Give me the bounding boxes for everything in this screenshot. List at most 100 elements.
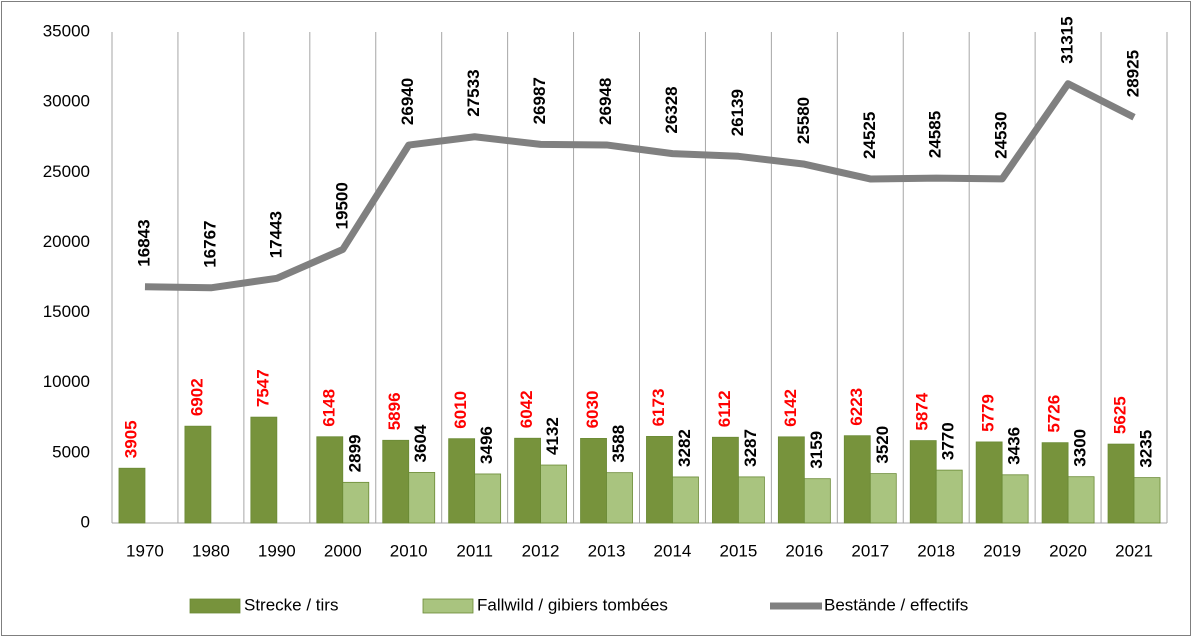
x-tick-label: 2015 [719,541,757,560]
data-label: 6148 [319,389,338,427]
legend-label: Fallwild / gibiers tombées [477,595,668,614]
bar [316,436,344,524]
y-tick-label: 20000 [43,232,90,251]
data-label: 4132 [543,417,562,455]
bar [738,476,765,524]
y-tick-label: 35000 [43,21,90,40]
data-label: 24525 [860,112,879,159]
legend-swatch [189,598,241,614]
bar [1001,474,1029,524]
bar [869,473,897,524]
data-label: 26328 [662,86,681,133]
data-label: 5896 [385,392,404,430]
bar [250,416,278,524]
bar [342,481,370,524]
data-label: 3520 [873,426,892,464]
data-label: 27533 [464,69,483,116]
bar [975,441,1003,524]
bar [540,464,567,524]
bar [448,438,476,524]
y-tick-label: 5000 [52,442,90,461]
legend-swatch [422,598,474,614]
y-tick-label: 25000 [43,162,90,181]
data-label: 6173 [649,389,668,427]
data-label: 16767 [200,221,219,268]
data-label: 2899 [345,435,364,473]
bar [514,437,541,524]
bar [777,436,805,524]
data-label: 6042 [517,390,536,428]
bar [1133,477,1161,524]
x-tick-label: 2012 [522,541,560,560]
data-label: 5726 [1045,395,1064,433]
bar [712,436,739,524]
data-label: 17443 [266,211,285,258]
x-tick-label: 1980 [192,541,230,560]
x-tick-label: 1970 [126,541,164,560]
bar [1041,442,1069,524]
data-label: 3604 [411,424,430,462]
data-label: 28925 [1124,50,1143,97]
data-label: 16843 [134,219,153,266]
data-label: 5874 [913,392,932,430]
x-tick-label: 2016 [785,541,823,560]
bar [382,439,410,524]
data-label: 3905 [121,420,140,458]
data-label: 5625 [1111,396,1130,434]
data-label: 6010 [451,391,470,429]
x-tick-label: 1990 [258,541,296,560]
data-label: 5779 [979,394,998,432]
data-label: 3282 [675,429,694,467]
bar [909,440,937,524]
data-label: 3436 [1005,427,1024,465]
bar [474,473,502,524]
data-label: 6112 [715,390,734,427]
data-label: 24585 [926,111,945,158]
y-tick-label: 15000 [43,302,90,321]
bar [606,472,633,524]
data-label: 3159 [807,431,826,469]
data-label: 26987 [530,77,549,124]
bar [408,472,436,524]
bar [935,469,963,524]
data-label: 6142 [781,389,800,427]
x-tick-label: 2019 [983,541,1021,560]
legend-label: Strecke / tirs [244,595,338,614]
x-tick-label: 2021 [1115,541,1153,560]
data-label: 3287 [741,429,760,467]
y-tick-label: 0 [81,512,90,531]
data-label: 26948 [596,78,615,125]
data-label: 6902 [187,378,206,416]
bar [118,467,146,524]
data-label: 26940 [398,78,417,125]
data-label: 3496 [477,426,496,464]
x-tick-label: 2013 [588,541,626,560]
data-label: 31315 [1058,16,1077,63]
bar [646,436,673,524]
bar [1107,443,1135,524]
x-tick-label: 2017 [851,541,889,560]
data-label: 3235 [1137,430,1156,468]
data-label: 6030 [583,391,602,429]
x-tick-label: 2018 [917,541,955,560]
x-tick-label: 2020 [1049,541,1087,560]
legend-label: Bestände / effectifs [824,595,968,614]
data-label: 3300 [1071,429,1090,467]
bar [843,435,871,524]
data-label: 6223 [847,388,866,426]
data-label: 7547 [253,369,272,407]
x-tick-label: 2010 [390,541,428,560]
data-label: 3770 [939,422,958,460]
x-tick-label: 2011 [456,541,493,560]
x-tick-label: 2000 [324,541,362,560]
data-label: 26139 [728,89,747,136]
bar [1067,476,1095,524]
bar [803,478,831,524]
y-tick-label: 10000 [43,372,90,391]
bar [184,425,212,524]
x-tick-label: 2014 [654,541,692,560]
y-tick-label: 30000 [43,92,90,111]
data-label: 19500 [332,182,351,229]
